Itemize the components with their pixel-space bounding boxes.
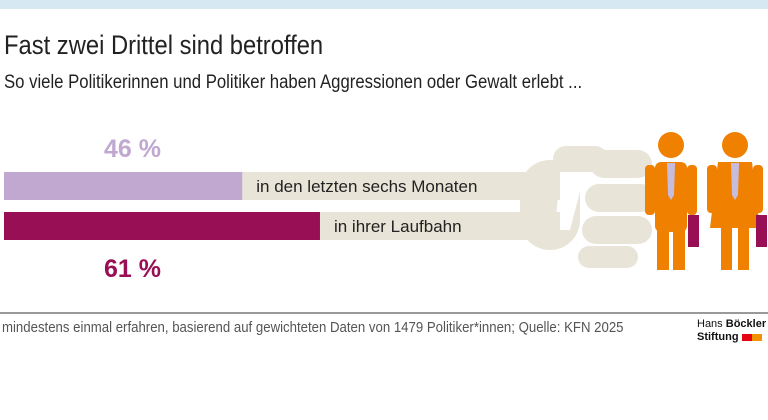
top-bar xyxy=(0,0,768,9)
footer-divider xyxy=(0,312,768,314)
bar xyxy=(4,172,243,200)
bar-chart: in den letzten sechs Monaten 46 % in ihrer… xyxy=(4,132,767,283)
logo: Hans Böckler Stiftung xyxy=(697,318,767,343)
bar-label-band xyxy=(242,172,560,200)
category-label: in ihrer Laufbahn xyxy=(334,217,462,236)
businesswoman-icon xyxy=(707,132,767,270)
data-label: 61 % xyxy=(104,255,161,283)
data-label: 46 % xyxy=(104,135,161,163)
chart-subtitle: So viele Politikerinnen und Politiker ha… xyxy=(4,72,583,93)
fist-icon xyxy=(520,146,655,268)
bar-label-band xyxy=(319,212,560,240)
businessman-icon xyxy=(645,132,699,270)
bar xyxy=(4,212,320,240)
chart-title: Fast zwei Drittel sind betroffen xyxy=(4,30,324,60)
source-note: mindestens einmal erfahren, basierend au… xyxy=(2,319,624,336)
category-label: in den letzten sechs Monaten xyxy=(256,177,477,196)
